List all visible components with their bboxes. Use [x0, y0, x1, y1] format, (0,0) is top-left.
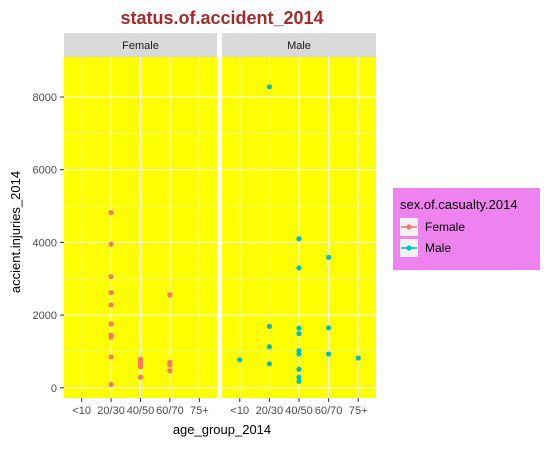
legend: sex.of.casualty.2014 Female Male — [393, 188, 540, 270]
data-point — [296, 236, 302, 242]
x-tick-label: 75+ — [349, 405, 368, 417]
facet-panels: Female Male — [64, 33, 376, 398]
series-female — [108, 209, 173, 388]
data-point — [108, 334, 114, 340]
y-tick-label: 0 — [51, 383, 57, 395]
y-tick-label: 2000 — [33, 310, 57, 322]
data-point — [296, 265, 302, 271]
legend-items: Female Male — [400, 218, 465, 257]
data-point — [296, 378, 302, 384]
x-tick-label: <10 — [230, 405, 249, 417]
x-tick-label: 75+ — [190, 405, 209, 417]
data-point — [108, 302, 114, 308]
data-point — [296, 351, 302, 357]
data-point — [326, 254, 332, 260]
legend-label: Male — [425, 241, 451, 255]
data-point — [108, 241, 114, 247]
data-point — [167, 362, 173, 368]
x-tick-label: 40/50 — [285, 405, 313, 417]
data-point — [167, 292, 173, 298]
data-point — [108, 289, 114, 296]
facet-strip — [222, 33, 376, 57]
legend-key-point — [406, 245, 412, 251]
x-tick-label: <10 — [72, 405, 91, 417]
data-point — [108, 381, 114, 388]
x-tick-label: 20/30 — [97, 405, 125, 417]
data-point — [137, 374, 144, 380]
x-tick-label: 60/70 — [315, 405, 343, 417]
x-tick-label: 20/30 — [256, 405, 284, 417]
data-point — [266, 361, 272, 367]
data-point — [266, 84, 272, 90]
chart-title: status.of.accident_2014 — [120, 8, 323, 28]
data-point — [296, 374, 302, 380]
legend-label: Female — [425, 220, 465, 234]
y-tick-label: 8000 — [33, 92, 57, 104]
y-axis: 0 2000 4000 6000 8000 — [33, 92, 64, 395]
data-point — [296, 331, 302, 337]
data-point — [137, 364, 144, 370]
data-point — [108, 354, 114, 360]
facet-strip — [64, 33, 217, 57]
facet-strip-label: Male — [287, 40, 311, 52]
x-tick-label: 40/50 — [127, 405, 155, 417]
x-axis-label: age_group_2014 — [173, 422, 271, 437]
data-point — [266, 344, 272, 350]
data-point — [296, 325, 302, 331]
data-point — [326, 351, 332, 357]
data-point — [355, 355, 361, 361]
data-point — [108, 209, 114, 216]
data-point — [167, 368, 173, 374]
facet-strip-label: Female — [122, 40, 159, 52]
x-tick-label: 60/70 — [156, 405, 184, 417]
data-point — [266, 323, 272, 329]
data-point — [108, 273, 114, 280]
y-tick-label: 4000 — [33, 237, 57, 249]
data-point — [296, 366, 302, 372]
data-point — [326, 325, 332, 331]
legend-title: sex.of.casualty.2014 — [400, 197, 518, 212]
y-tick-label: 6000 — [33, 165, 57, 177]
y-axis-label: accient.injuries_2014 — [8, 171, 23, 293]
x-axes: <10 20/30 40/50 60/70 75+ <10 20/30 40/50 60/70 7… — [72, 398, 368, 417]
facet-panel-female: Female — [64, 33, 217, 398]
data-point — [108, 321, 114, 327]
data-point — [237, 357, 243, 363]
legend-key-point — [406, 224, 412, 230]
series-male — [237, 84, 361, 384]
facet-panel-male: Male — [222, 33, 376, 398]
